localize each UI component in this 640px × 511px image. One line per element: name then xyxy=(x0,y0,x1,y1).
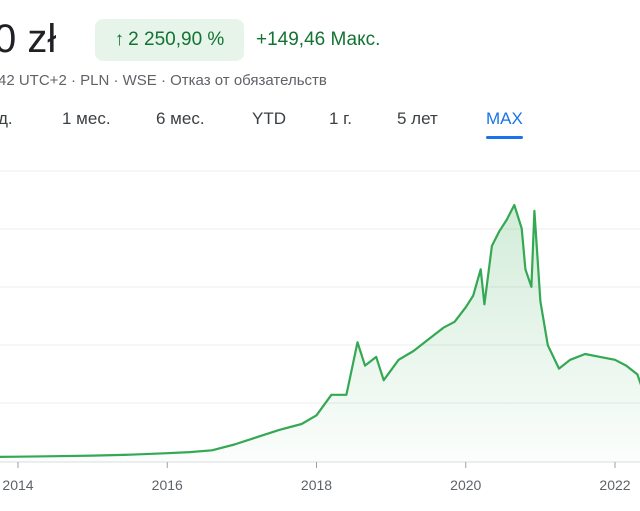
tab-1-year[interactable]: 1 г. xyxy=(329,109,353,128)
x-tick-label: 2018 xyxy=(301,477,332,493)
range-tabs: д. 1 мес. 6 мес. YTD 1 г. 5 лет MAX xyxy=(0,104,640,140)
price-area xyxy=(0,205,640,462)
arrow-up-icon: ↑ xyxy=(114,29,125,50)
change-percent: 2 250,90 % xyxy=(128,29,225,50)
x-tick-label: 2022 xyxy=(599,477,630,493)
current-price: 0 zł xyxy=(0,17,57,61)
x-tick-label: 2020 xyxy=(450,477,481,493)
price-chart[interactable]: 2014 2016 2018 2020 2022 xyxy=(0,150,640,511)
tab-max[interactable]: MAX xyxy=(486,109,523,139)
tab-ytd[interactable]: YTD xyxy=(252,109,286,128)
tab-5-years[interactable]: 5 лет xyxy=(397,109,438,128)
change-absolute: +149,46 Макс. xyxy=(256,29,381,50)
price-line xyxy=(0,203,640,458)
tab-1-month[interactable]: 1 мес. xyxy=(62,109,111,128)
x-tick-label: 2016 xyxy=(152,477,183,493)
tab-day[interactable]: д. xyxy=(0,109,13,128)
x-axis-ticks: 2014 2016 2018 2020 2022 xyxy=(2,462,631,493)
quote-meta: 42 UTC+2 · PLN · WSE · Отказ от обязател… xyxy=(0,72,327,89)
change-percent-chip: ↑ 2 250,90 % xyxy=(95,19,244,61)
tab-6-months[interactable]: 6 мес. xyxy=(156,109,205,128)
x-tick-label: 2014 xyxy=(2,477,33,493)
